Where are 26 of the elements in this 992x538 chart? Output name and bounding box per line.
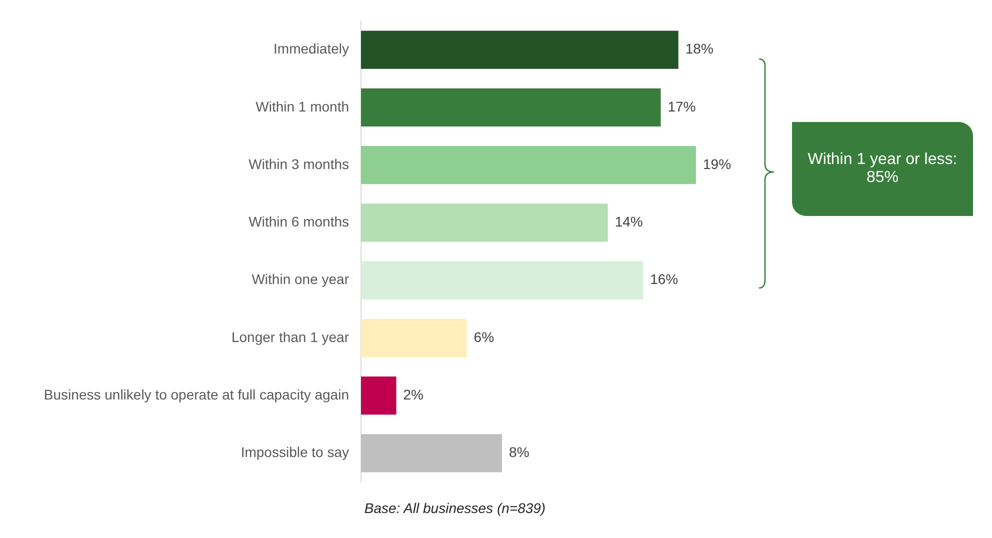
bar xyxy=(361,261,644,300)
y-tick-label: Within 1 month xyxy=(256,98,349,114)
y-tick-label: Business unlikely to operate at full capacity again xyxy=(44,386,349,402)
bar xyxy=(361,146,696,184)
data-label: 17% xyxy=(668,98,696,114)
y-tick-label: Impossible to say xyxy=(240,444,349,460)
bar xyxy=(361,434,502,472)
data-label: 8% xyxy=(509,444,530,460)
text: Within 1 year or less: 85% xyxy=(792,122,973,216)
data-label: 2% xyxy=(403,386,424,402)
y-tick-label: Immediately xyxy=(274,40,349,57)
bar xyxy=(361,88,661,126)
y-tick-label: Within 6 months xyxy=(248,214,349,230)
y-tick-label: Longer than 1 year xyxy=(231,328,350,345)
bar xyxy=(361,30,678,69)
data-label: 6% xyxy=(474,328,494,345)
text: Base: All businesses (n=839) xyxy=(363,500,547,516)
data-label: 18% xyxy=(685,40,714,57)
data-label: 19% xyxy=(703,156,732,172)
data-label: 16% xyxy=(650,271,678,288)
data-label: 14% xyxy=(614,214,643,230)
bar xyxy=(361,376,396,415)
bar xyxy=(361,204,608,242)
y-tick-label: Within one year xyxy=(252,271,350,288)
y-tick-label: Within 3 months xyxy=(248,156,349,172)
bar xyxy=(361,318,467,357)
